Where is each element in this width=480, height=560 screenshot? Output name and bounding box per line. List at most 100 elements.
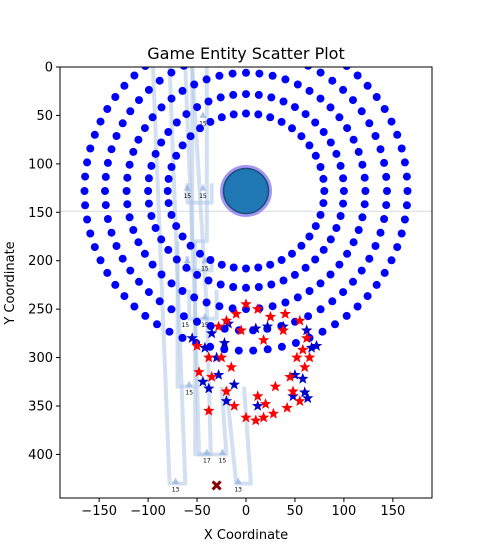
ring-3-dot — [118, 119, 127, 128]
ring-1-dot — [164, 128, 173, 136]
ring-1-dot — [319, 245, 328, 254]
triangle-marker — [199, 184, 207, 191]
ring-2-dot — [122, 187, 131, 195]
ring-4-dot — [206, 31, 214, 39]
ring-3-dot — [328, 76, 337, 85]
blue-star — [228, 378, 240, 390]
red-star — [264, 310, 277, 322]
ring-2-dot — [242, 68, 250, 77]
ring-4-dot — [141, 67, 150, 70]
ring-4-dot — [342, 311, 351, 320]
triangle-marker — [234, 477, 242, 485]
ring-2-dot — [148, 260, 157, 269]
blue-star — [287, 390, 299, 402]
ring-0-dot — [320, 187, 329, 195]
ring-4-dot — [318, 327, 327, 336]
ring-2-dot — [361, 187, 370, 195]
ring-0-dot — [242, 109, 250, 118]
ring-0-dot — [277, 117, 286, 126]
ring-2-dot — [167, 279, 176, 288]
ring-4-dot — [83, 158, 92, 167]
ring-4-dot — [278, 31, 286, 39]
ring-1-dot — [290, 270, 299, 279]
ring-3-dot — [155, 297, 164, 306]
ring-3-dot — [144, 85, 153, 94]
ring-2-dot — [228, 304, 237, 313]
ring-1-dot — [311, 255, 320, 264]
ring-1-dot — [147, 161, 156, 170]
red-star — [240, 298, 252, 310]
ring-2-dot — [360, 173, 369, 182]
ring-1-dot — [339, 174, 348, 183]
ring-0-dot — [266, 260, 275, 269]
ring-1-dot — [151, 224, 160, 232]
red-star — [281, 401, 293, 413]
ring-2-dot — [358, 213, 367, 222]
ring-1-dot — [193, 103, 202, 112]
ring-2-dot — [354, 147, 363, 156]
ring-3-dot — [380, 158, 389, 167]
red-star — [277, 324, 289, 336]
ring-0-dot — [178, 141, 187, 150]
red-star — [252, 303, 264, 314]
red-star — [291, 351, 303, 363]
red-star — [257, 334, 270, 345]
ring-2-dot — [202, 75, 211, 84]
blue-star — [252, 400, 264, 411]
ring-2-dot — [178, 86, 187, 95]
ring-4-dot — [130, 71, 139, 80]
ring-0-dot — [164, 199, 173, 208]
blue-star — [206, 327, 218, 339]
ring-0-dot — [266, 113, 275, 122]
ring-4-dot — [96, 117, 105, 126]
ring-1-dot — [339, 199, 348, 208]
y-axis-title: Y Coordinate — [3, 241, 18, 325]
red-star — [284, 370, 296, 382]
ring-2-dot — [349, 135, 358, 144]
ring-4-dot — [264, 29, 272, 37]
ring-4-dot — [86, 229, 95, 238]
central-entity — [222, 167, 270, 215]
ring-4-dot — [234, 346, 243, 355]
ring-0-dot — [229, 263, 238, 272]
blue-star — [220, 395, 233, 406]
ring-0-dot — [311, 222, 320, 231]
ring-3-dot — [357, 107, 366, 116]
marker-label: 13 — [172, 487, 180, 494]
marker-label: 15 — [185, 390, 193, 397]
red-star — [267, 407, 280, 419]
ring-2-dot — [305, 86, 314, 95]
marker-label: 15 — [181, 322, 189, 329]
ring-4-dot — [277, 342, 286, 351]
y-tick-label: 350 — [28, 399, 53, 414]
ring-3-dot — [101, 187, 109, 195]
ring-3-dot — [144, 288, 153, 297]
ring-2-dot — [125, 213, 134, 222]
triangle-marker — [172, 477, 180, 485]
ring-0-dot — [163, 187, 172, 195]
ring-4-dot — [165, 327, 174, 336]
red-star — [287, 385, 299, 397]
triangle-marker — [183, 256, 191, 264]
ring-3-dot — [316, 68, 325, 77]
ring-3-dot — [380, 215, 389, 223]
red-star — [259, 398, 272, 409]
ring-4-dot — [83, 215, 92, 224]
red-star — [193, 366, 205, 377]
blue-star — [203, 382, 215, 394]
ring-2-dot — [268, 302, 277, 311]
y-tick-label: 100 — [28, 157, 53, 172]
ring-1-dot — [172, 118, 181, 127]
ring-2-dot — [202, 298, 211, 307]
ring-1-dot — [216, 93, 225, 102]
ring-2-dot — [316, 279, 325, 288]
ring-2-dot — [255, 69, 264, 78]
ring-3-dot — [206, 322, 215, 330]
ring-0-dot — [217, 260, 226, 269]
marker-label: 15 — [201, 322, 209, 329]
red-star — [250, 414, 262, 426]
x-axis-title: X Coordinate — [204, 528, 288, 543]
ring-2-dot — [125, 160, 134, 169]
ring-3-dot — [180, 67, 188, 70]
marker-label: 15 — [219, 457, 227, 464]
